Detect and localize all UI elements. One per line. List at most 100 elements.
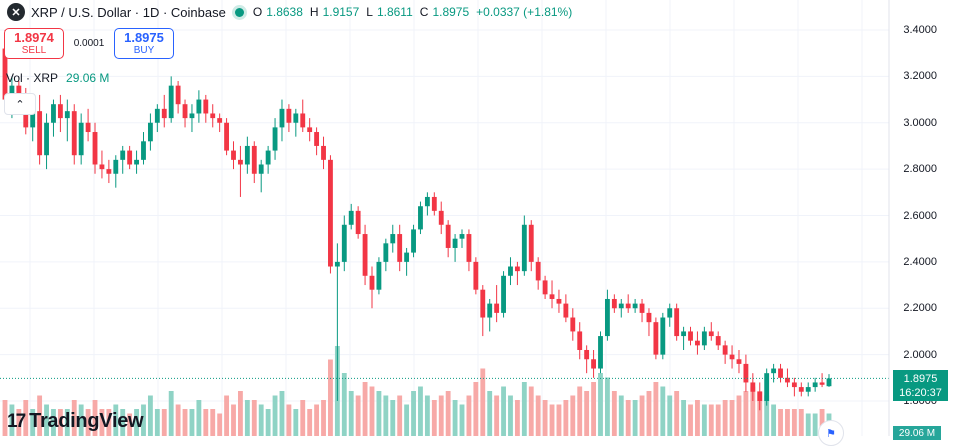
grid-lines — [0, 0, 889, 436]
volume-bar — [501, 386, 506, 436]
candle — [341, 215, 347, 272]
volume-bar — [362, 382, 368, 436]
candle-body — [182, 104, 188, 119]
volume-bar — [757, 391, 763, 436]
candle — [556, 289, 562, 313]
candle-body — [667, 308, 673, 318]
volume-bar — [791, 409, 797, 436]
sell-button[interactable]: 1.8974 SELL — [4, 28, 64, 59]
volume-bar — [99, 409, 105, 436]
candle — [300, 99, 306, 133]
bar-countdown: 16:20:37 — [899, 386, 942, 399]
volume-value: 29.06 M — [66, 71, 110, 85]
candle-body — [625, 303, 631, 309]
last-price: 1.8975 — [903, 372, 938, 385]
candle-body — [805, 387, 811, 392]
candle — [771, 363, 777, 383]
candle — [646, 308, 652, 337]
volume-bar — [487, 391, 493, 436]
candle — [549, 280, 555, 309]
chart-header: ✕ XRP / U.S. Dollar · 1D · Coinbase O 1.8… — [0, 0, 575, 24]
y-tick-label: 3.2000 — [903, 70, 937, 83]
candle-body — [785, 377, 790, 383]
candle — [521, 215, 527, 276]
candle-body — [514, 266, 520, 272]
candle-body — [404, 252, 410, 262]
volume-bar — [771, 404, 777, 436]
volume-bar — [695, 400, 700, 436]
candle — [134, 150, 139, 174]
candle — [37, 94, 43, 165]
candle-body — [23, 104, 29, 128]
candle-body — [286, 108, 292, 123]
candle-body — [9, 85, 15, 100]
candle-body — [120, 150, 126, 160]
tradingview-logo[interactable]: 17 TradingView — [7, 410, 144, 433]
candle-body — [348, 210, 354, 225]
volume-bar — [238, 391, 243, 436]
buy-price: 1.8975 — [124, 29, 164, 45]
candle — [355, 206, 361, 239]
candle — [604, 289, 610, 341]
volume-bar — [231, 404, 236, 436]
candle-body — [598, 336, 603, 369]
candle — [51, 99, 56, 137]
candle — [452, 234, 458, 262]
candle — [466, 229, 472, 272]
candle-body — [251, 145, 257, 174]
candle-body — [314, 132, 320, 146]
candle — [168, 76, 174, 123]
candle-body — [134, 159, 139, 165]
candle-body — [674, 308, 680, 337]
candle-body — [217, 118, 223, 123]
volume-bar — [535, 395, 541, 436]
candle-body — [300, 113, 306, 128]
candle-body — [459, 234, 465, 239]
volume-bar — [508, 395, 513, 436]
ohlc-key-c: C — [419, 5, 429, 19]
volume-bar — [390, 400, 396, 436]
volume-bar — [466, 395, 472, 436]
candle — [667, 303, 673, 327]
volume-bar — [321, 400, 326, 436]
collapse-chevron-icon[interactable]: ⌃ — [4, 93, 36, 115]
volume-bar — [729, 400, 735, 436]
candle-body — [44, 122, 49, 156]
candle-body — [424, 196, 430, 207]
candle — [625, 294, 631, 313]
candle — [431, 192, 437, 216]
candle-body — [85, 122, 91, 133]
candle-body — [604, 298, 610, 337]
brand-name: TradingView — [29, 410, 144, 432]
symbol-title[interactable]: XRP / U.S. Dollar · 1D · Coinbase — [31, 4, 226, 20]
volume-bar — [44, 404, 49, 436]
volume-bar — [701, 404, 707, 436]
candle — [688, 326, 693, 346]
sell-price: 1.8974 — [14, 29, 54, 45]
volume-bar — [584, 391, 590, 436]
candle-body — [487, 303, 493, 318]
volume-bar — [251, 400, 257, 436]
candle — [584, 345, 590, 374]
ohlc-value-l: 1.8611 — [376, 5, 413, 19]
volume-bar — [660, 386, 666, 436]
volume-bar — [473, 382, 479, 436]
flag-icon[interactable]: ⚑ — [818, 420, 844, 446]
candle-body — [819, 382, 825, 385]
candle-body — [272, 127, 278, 151]
candle — [514, 261, 520, 286]
candle-body — [501, 275, 506, 313]
volume-bar — [646, 391, 652, 436]
volume-bar — [161, 409, 167, 436]
candle — [480, 285, 486, 337]
price-chart[interactable] — [0, 0, 953, 436]
candle — [542, 275, 548, 299]
buy-button[interactable]: 1.8975 BUY — [114, 28, 174, 59]
volume-bar — [418, 386, 423, 436]
volume-bar — [300, 400, 306, 436]
candle-body — [37, 111, 43, 156]
candle-body — [362, 234, 368, 276]
candle — [618, 298, 624, 318]
volume-bar — [625, 400, 631, 436]
candle — [715, 331, 721, 350]
